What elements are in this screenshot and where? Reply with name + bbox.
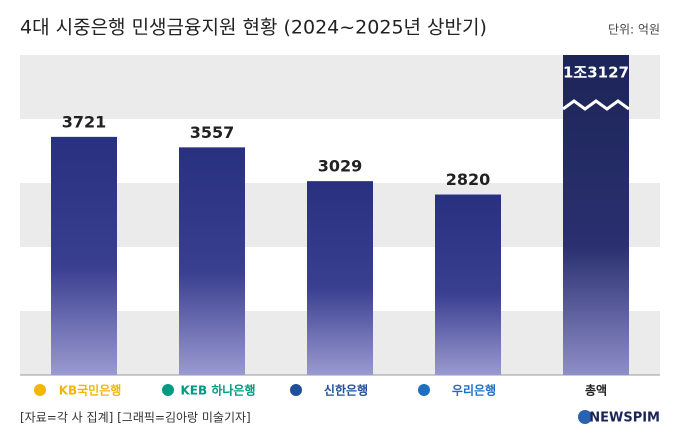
x-tick-label: 우리은행	[452, 383, 496, 398]
bar	[563, 55, 629, 375]
chart-title: 4대 시중은행 민생금융지원 현황 (2024~2025년 상반기)	[20, 17, 487, 39]
bank-icon	[34, 384, 46, 396]
bank-icon	[418, 384, 430, 396]
bank-icon	[162, 384, 174, 396]
brand-icon	[578, 410, 592, 424]
x-tick-label: KB국민은행	[59, 383, 122, 398]
value-label: 2820	[446, 170, 491, 189]
bar	[51, 136, 117, 375]
bar	[307, 181, 373, 375]
value-label: 3557	[190, 123, 235, 142]
grid-band	[20, 119, 660, 183]
bar	[179, 147, 245, 375]
axis-break	[562, 99, 630, 111]
grid-band	[20, 55, 660, 119]
x-tick-label: 신한은행	[324, 383, 368, 398]
source: [자료=각 사 집계] [그래픽=김아랑 미술기자]	[20, 411, 251, 425]
value-label: 3029	[318, 157, 363, 176]
unit-label: 단위: 억원	[608, 23, 660, 37]
bar	[435, 194, 501, 375]
value-label: 1조3127	[563, 64, 629, 82]
bank-icon	[290, 384, 302, 396]
value-label: 3721	[62, 112, 107, 131]
brand: NEWSPIM	[589, 411, 660, 426]
x-tick-label: 총액	[585, 383, 607, 398]
x-tick-label: KEB 하나은행	[181, 383, 256, 398]
